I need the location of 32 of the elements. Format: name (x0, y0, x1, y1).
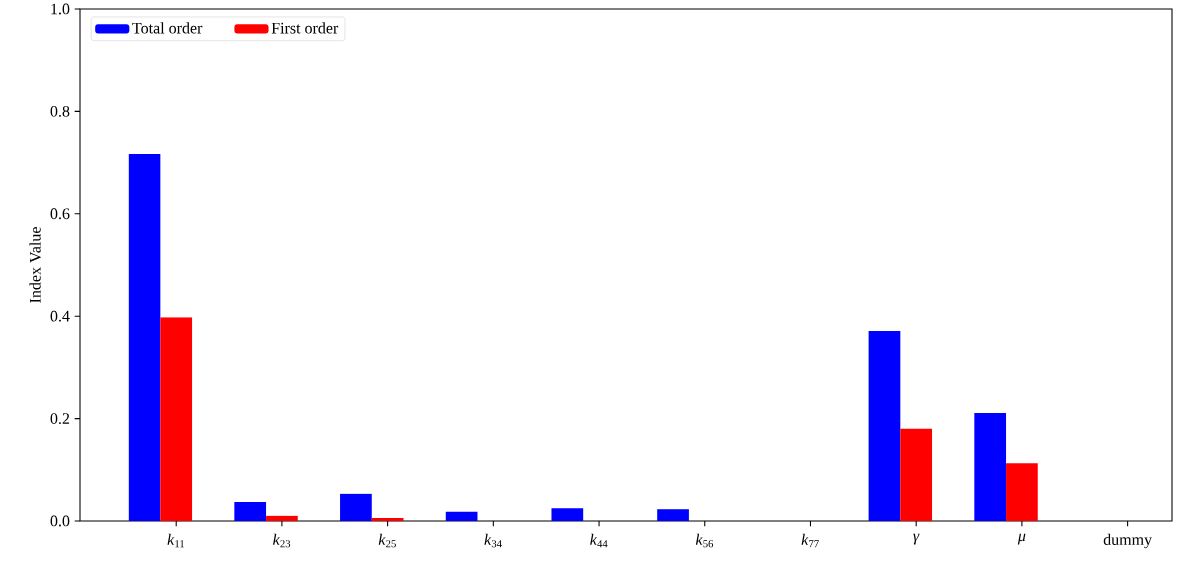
x-tick-label: k$_{11}$ (167, 533, 185, 548)
x-tick-label: dummy (1103, 533, 1152, 549)
x-tick-label: k$_{77}$ (801, 533, 819, 548)
x-tick-label: k$_{23}$ (273, 533, 291, 548)
y-axis-title: Index Value (29, 227, 41, 303)
bar (371, 517, 404, 521)
bar (160, 317, 193, 521)
bar (266, 515, 298, 521)
bar (340, 493, 372, 521)
x-tick-label: k$_{44}$ (590, 533, 608, 548)
bar (128, 153, 161, 521)
y-tick-label: 0.4 (50, 310, 70, 322)
bar (1006, 463, 1038, 521)
y-tick-label: 0.6 (50, 208, 70, 220)
bar (657, 509, 689, 521)
bar (445, 511, 478, 521)
bar (868, 331, 901, 521)
y-tick-label: 0.8 (50, 105, 70, 117)
bar (234, 502, 267, 521)
x-tick-label: k$_{56}$ (695, 533, 714, 548)
bar (900, 428, 933, 521)
y-tick-label: 0.0 (50, 515, 70, 527)
y-tick-label: 1.0 (51, 3, 70, 15)
x-tick-label: k$_{34}$ (484, 533, 502, 548)
x-tick-label: γ (913, 533, 920, 545)
legend-label: First order (271, 22, 339, 34)
y-tick-label: 0.2 (50, 413, 70, 425)
x-tick-label: k$_{25}$ (378, 533, 396, 548)
legend-label: Total order (132, 22, 203, 34)
x-tick-label: μ (1017, 533, 1026, 545)
bar (974, 412, 1007, 521)
bar (551, 508, 584, 521)
